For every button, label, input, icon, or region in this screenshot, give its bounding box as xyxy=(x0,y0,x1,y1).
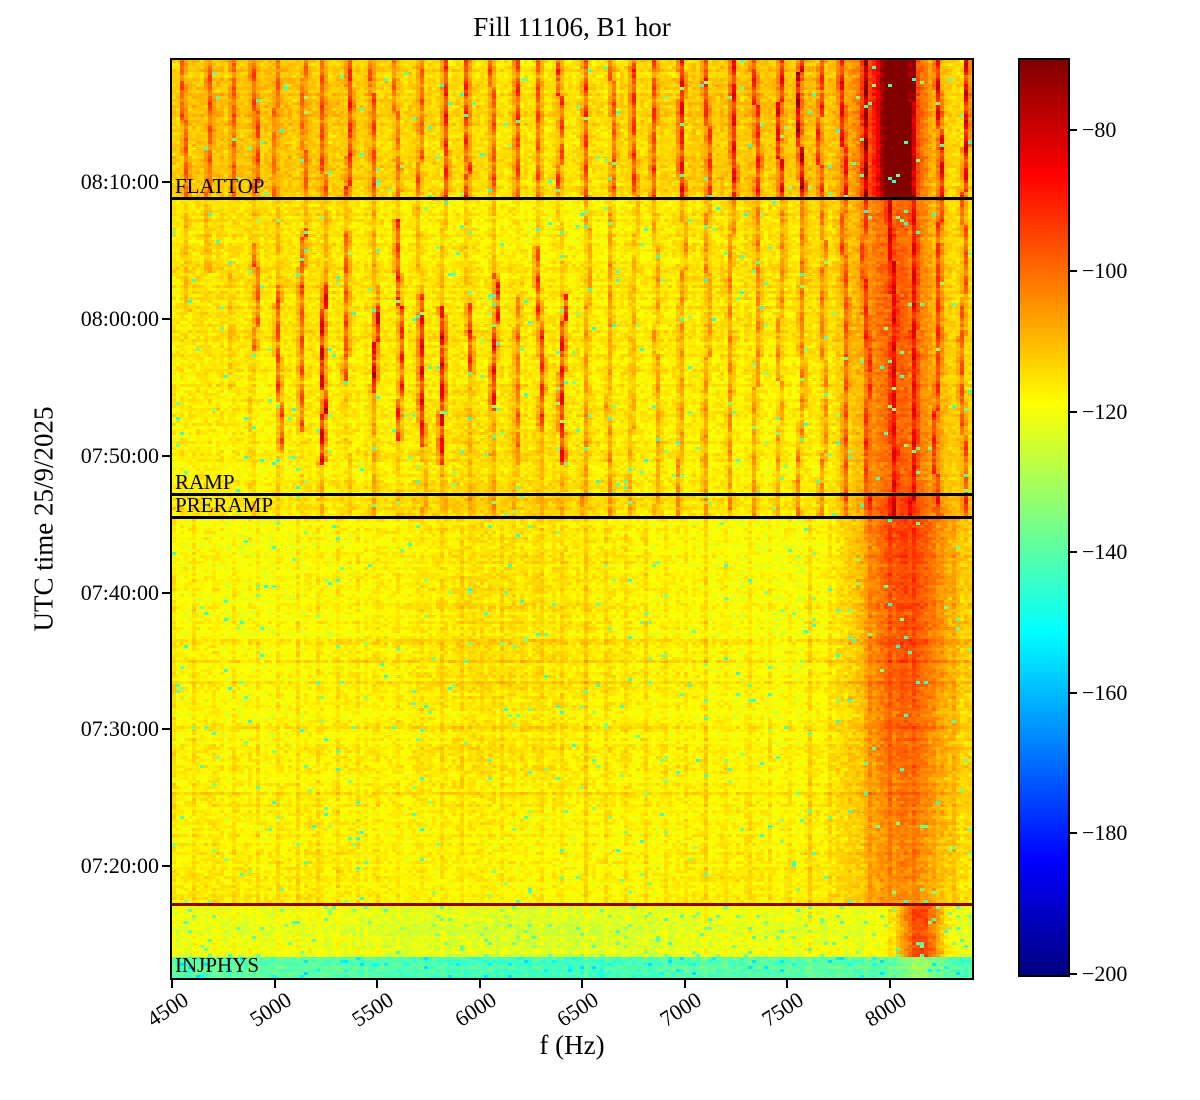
x-tick-label: 4500 xyxy=(142,986,193,1032)
x-tick xyxy=(273,978,276,988)
x-tick xyxy=(171,978,173,988)
y-tick xyxy=(162,181,172,184)
x-tick-label: 6500 xyxy=(552,986,603,1032)
annotation-label-injphys: INJPHYS xyxy=(175,953,260,977)
y-tick-label: 08:00:00 xyxy=(80,306,159,331)
x-tick xyxy=(683,978,686,988)
x-tick xyxy=(376,978,379,988)
y-tick-label: 07:50:00 xyxy=(80,442,159,468)
annotation-line-preramp xyxy=(172,516,972,520)
colorbar-tick-label: −200 xyxy=(1082,961,1128,986)
colorbar-tick-label: −100 xyxy=(1082,257,1128,283)
colorbar-tick xyxy=(1068,269,1077,272)
colorbar-tick xyxy=(1068,410,1077,413)
y-tick xyxy=(162,454,172,457)
colorbar-tick xyxy=(1068,691,1077,694)
x-tick xyxy=(581,978,584,988)
colorbar-tick xyxy=(1068,551,1077,554)
colorbar-tick-label: −80 xyxy=(1082,117,1117,143)
y-tick xyxy=(162,591,172,594)
y-axis-label: UTC time 25/9/2025 xyxy=(28,406,59,632)
x-tick xyxy=(478,978,481,988)
y-tick xyxy=(162,865,172,867)
colorbar xyxy=(1018,58,1070,977)
x-tick-label: 5000 xyxy=(244,986,296,1032)
colorbar-tick-label: −120 xyxy=(1082,398,1128,424)
annotation-line-flattop xyxy=(172,197,972,201)
colorbar-tick-label: −180 xyxy=(1082,820,1128,846)
x-tick-label: 6000 xyxy=(449,986,501,1032)
annotation-line-ramp xyxy=(172,493,972,497)
colorbar-tick-label: −160 xyxy=(1082,679,1128,705)
x-tick-label: 7000 xyxy=(655,986,706,1032)
y-tick-label: 07:30:00 xyxy=(80,716,159,742)
y-tick-label: 07:40:00 xyxy=(80,579,159,605)
x-tick xyxy=(888,978,891,988)
y-tick xyxy=(162,318,172,320)
x-tick-label: 5500 xyxy=(347,986,398,1032)
y-tick-label: 08:10:00 xyxy=(80,169,159,195)
colorbar-tick-label: −140 xyxy=(1082,539,1128,565)
colorbar-tick xyxy=(1068,129,1077,132)
annotation-label-preramp: PRERAMP xyxy=(175,493,274,518)
annotation-label-flattop: FLATTOP xyxy=(175,174,265,199)
colorbar-tick xyxy=(1068,973,1077,975)
y-tick xyxy=(162,728,172,731)
y-tick-label: 07:20:00 xyxy=(80,853,159,878)
annotation-label-ramp: RAMP xyxy=(175,470,235,495)
x-axis-label: f (Hz) xyxy=(539,1030,605,1060)
x-tick xyxy=(786,978,789,988)
colorbar-tick xyxy=(1068,832,1077,835)
x-tick-label: 8000 xyxy=(860,986,911,1032)
colorbar-gradient xyxy=(1020,60,1068,975)
chart-title: Fill 11106, B1 hor xyxy=(473,12,671,42)
x-tick-label: 7500 xyxy=(757,986,809,1032)
